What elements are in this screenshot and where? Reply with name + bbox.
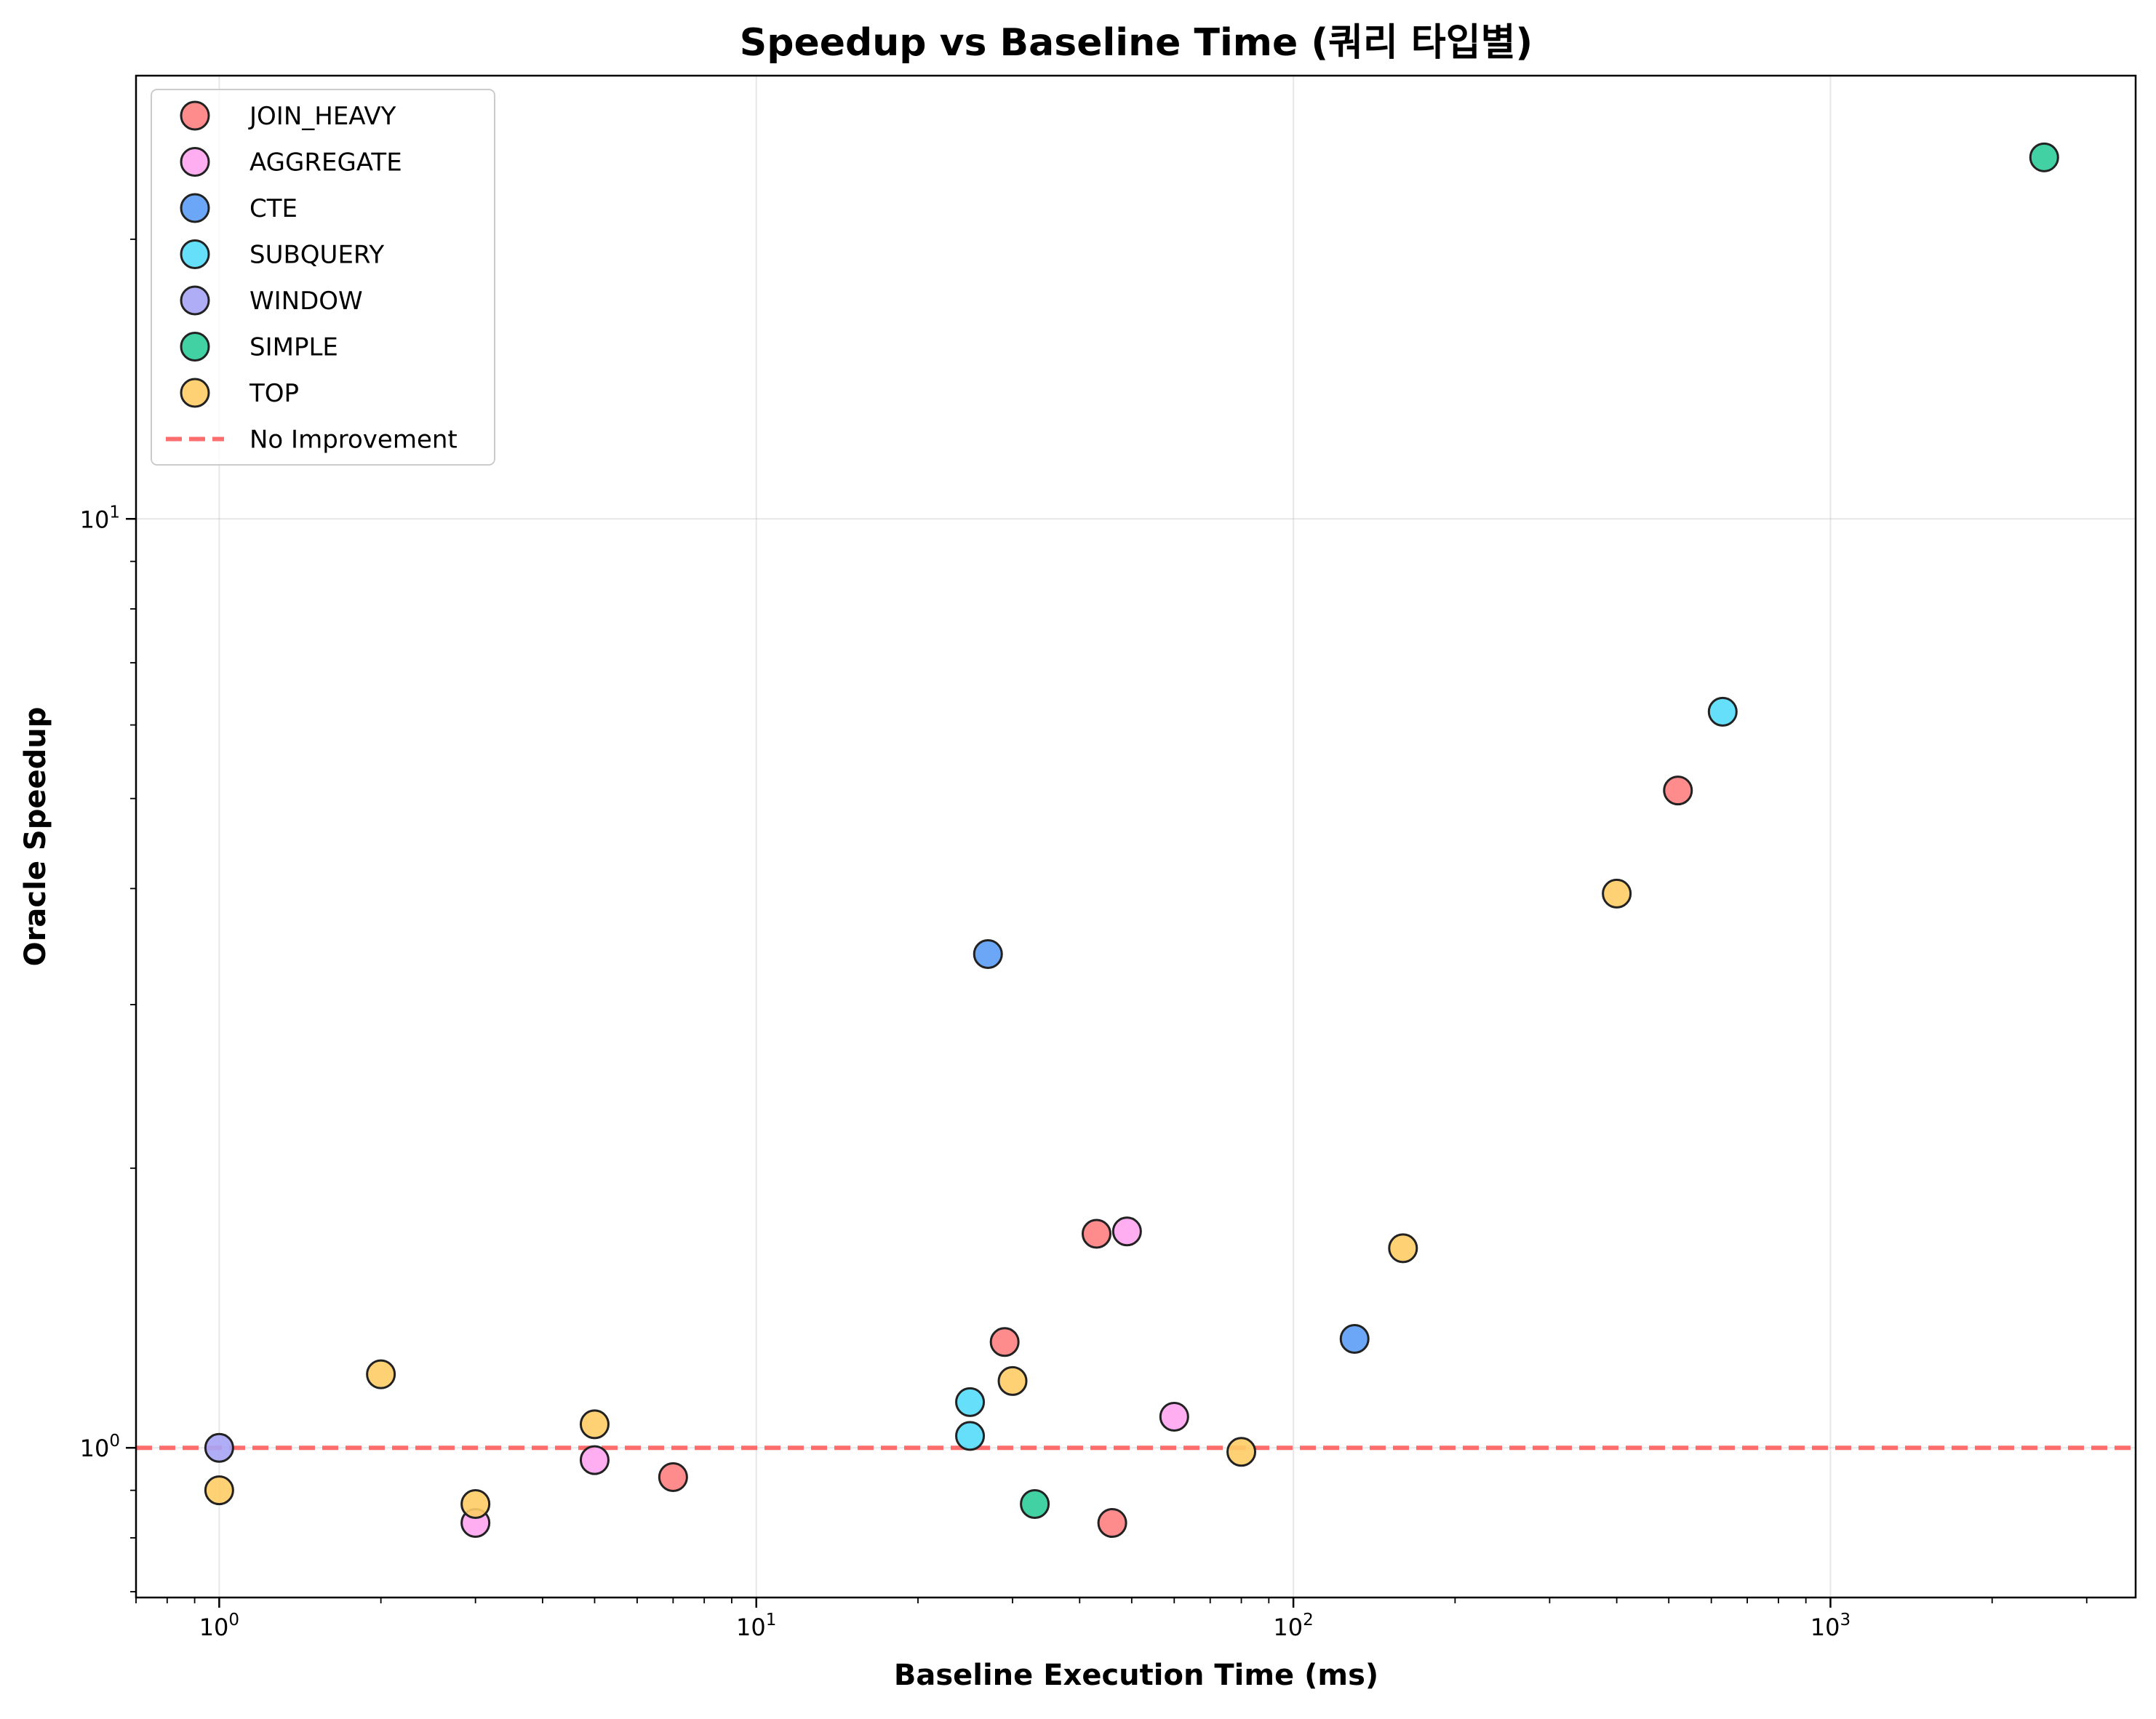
legend-marker-top: [180, 378, 210, 408]
legend-marker-simple: [180, 332, 210, 362]
point-top: [1226, 1437, 1257, 1467]
point-cte: [973, 939, 1003, 970]
point-simple: [2029, 142, 2059, 172]
point-aggregate: [579, 1445, 610, 1475]
point-subquery: [955, 1421, 986, 1451]
point-top: [460, 1488, 491, 1519]
x-tick-label: 100: [199, 1611, 239, 1641]
x-axis-label: Baseline Execution Time (ms): [894, 1659, 1378, 1692]
y-tick-label: 100: [80, 1432, 120, 1462]
point-join-heavy: [1081, 1219, 1111, 1249]
point-top: [366, 1359, 396, 1389]
y-tick-label: 101: [80, 503, 120, 533]
point-simple: [1020, 1488, 1050, 1519]
x-tick-label: 102: [1273, 1611, 1313, 1641]
point-top: [1388, 1233, 1418, 1264]
x-tick-label: 101: [736, 1611, 776, 1641]
legend-label-join-heavy: JOIN_HEAVY: [248, 102, 396, 131]
point-window: [204, 1432, 234, 1463]
point-subquery: [955, 1387, 986, 1417]
point-join-heavy: [1663, 775, 1693, 806]
legend-label-cte: CTE: [249, 194, 298, 223]
y-axis-label: Oracle Speedup: [19, 707, 52, 967]
legend-marker-aggregate: [180, 147, 210, 177]
point-subquery: [1707, 696, 1738, 727]
legend-marker-subquery: [180, 239, 210, 269]
point-aggregate: [1111, 1216, 1142, 1247]
point-join-heavy: [1097, 1508, 1127, 1539]
legend-label-aggregate: AGGREGATE: [249, 148, 402, 178]
legend-label-window: WINDOW: [249, 287, 363, 316]
point-join-heavy: [989, 1327, 1020, 1357]
legend-marker-join-heavy: [180, 100, 210, 131]
point-cte: [1339, 1323, 1370, 1354]
point-top: [1602, 878, 1632, 909]
x-tick-label: 103: [1810, 1611, 1850, 1641]
legend-box: [151, 89, 495, 466]
legend-label-subquery: SUBQUERY: [249, 241, 384, 270]
legend: JOIN_HEAVY AGGREGATE CTE SUBQUERY WINDOW SIMP…: [151, 89, 495, 466]
chart-title: Speedup vs Baseline Time (쿼리 타입별): [740, 21, 1533, 65]
tick-layer: 100 101 102 103 100 101: [80, 238, 2088, 1641]
point-join-heavy: [658, 1461, 688, 1492]
legend-label-no-improvement: No Improvement: [249, 426, 458, 455]
point-aggregate: [1159, 1402, 1189, 1432]
points-layer: [204, 142, 2059, 1539]
point-top: [997, 1365, 1028, 1396]
legend-marker-window: [180, 285, 210, 316]
point-top: [579, 1409, 610, 1440]
plot-frame: [135, 74, 2137, 1599]
legend-marker-cte: [180, 193, 210, 223]
legend-label-top: TOP: [249, 379, 299, 408]
point-top: [204, 1475, 234, 1506]
legend-label-simple: SIMPLE: [249, 333, 338, 362]
